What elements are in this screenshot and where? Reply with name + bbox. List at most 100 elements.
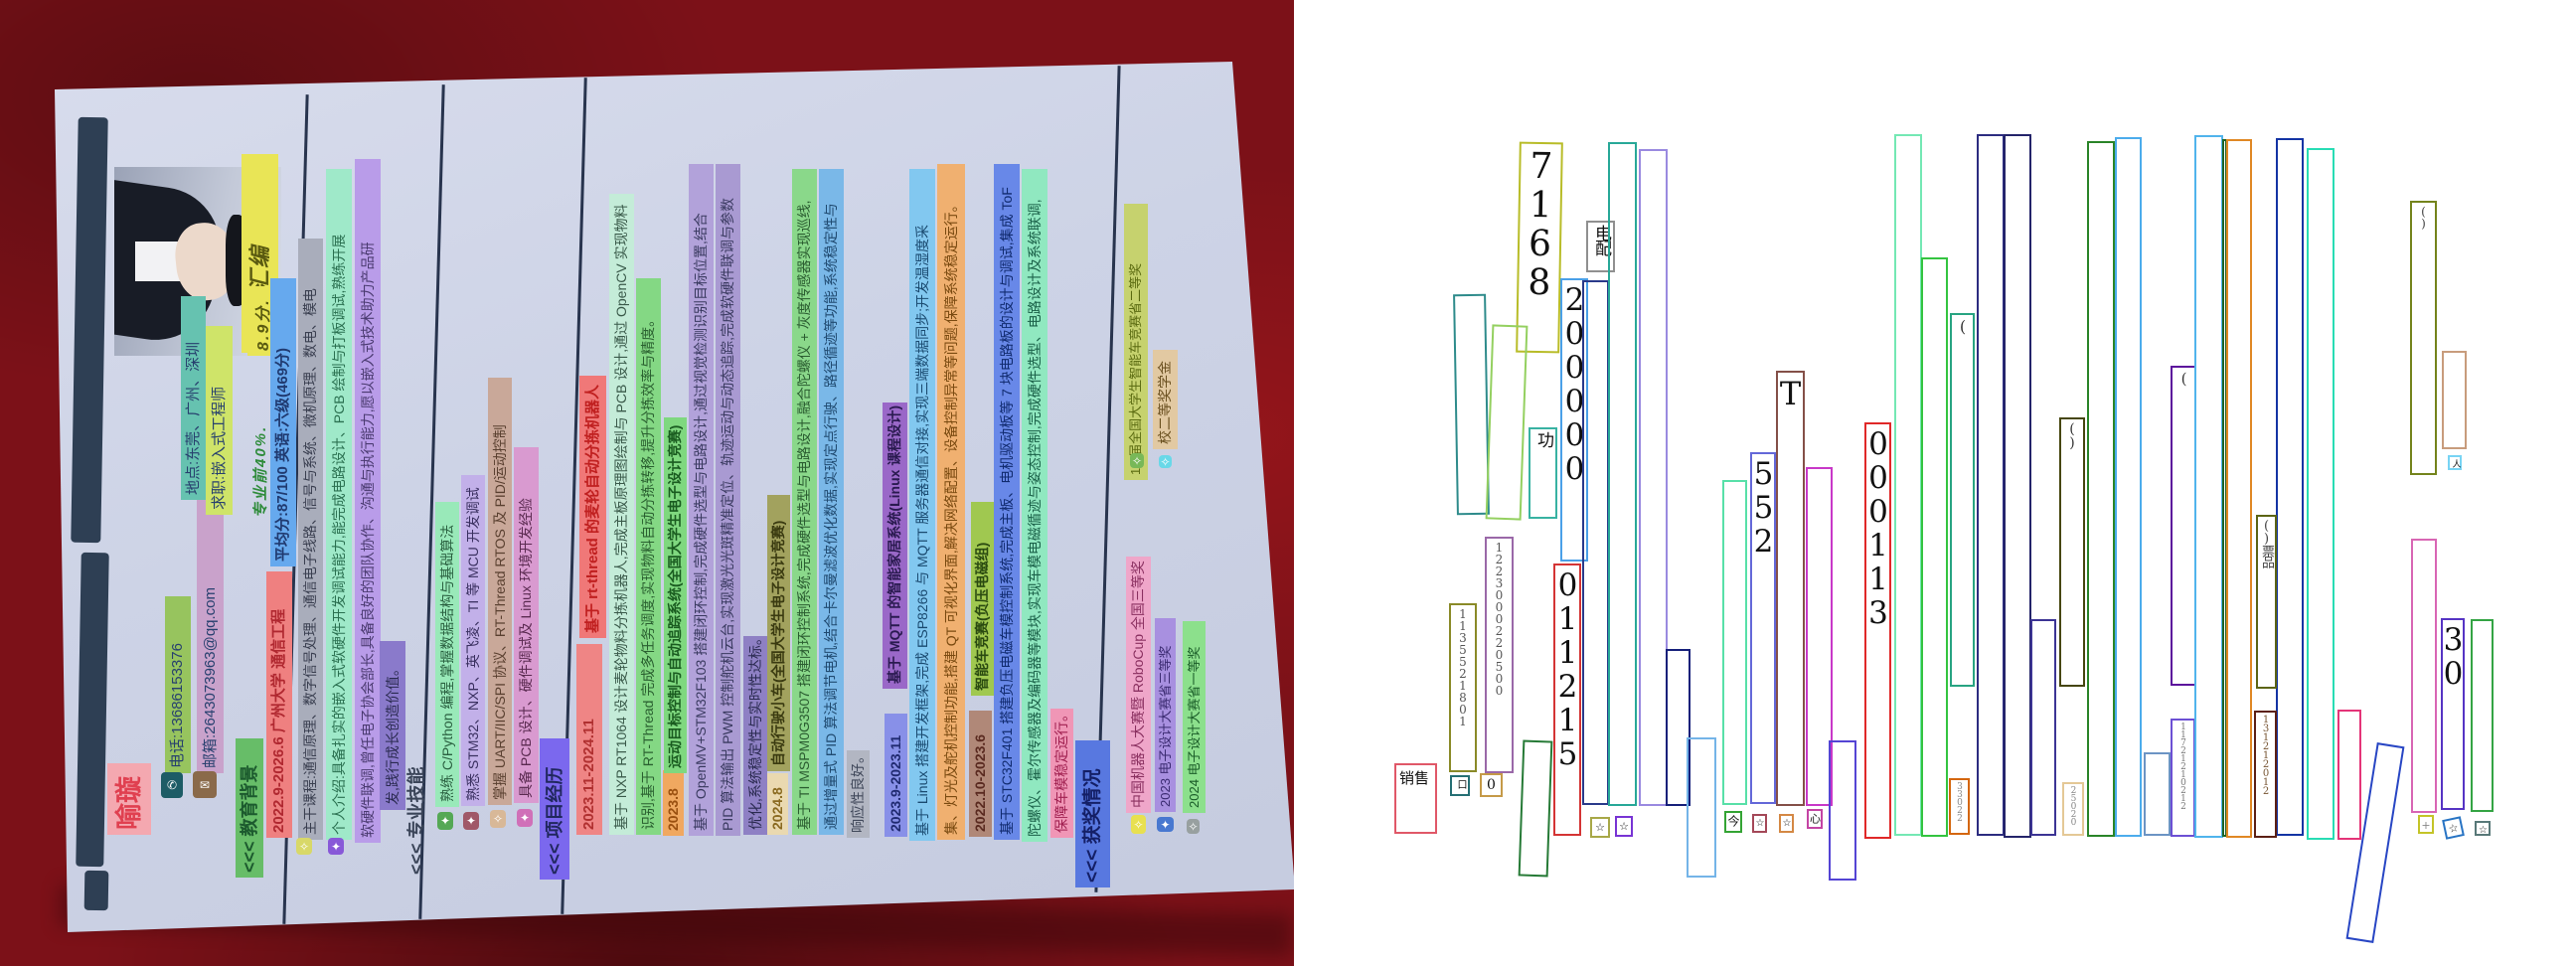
resume-bar-job-line: 求职:嵌入式工程师 [206,326,233,515]
resume-bar-text: 2023.8 [665,788,681,831]
resume-bar-text: 平均分:87/100 英语:六级(469分) [274,347,291,562]
ocr-box-navy-tall [1582,280,1609,805]
ocr-text: 销售 [1399,769,1430,787]
ocr-box-kou: 口 [1450,775,1470,796]
ocr-box-olive2: () [2410,201,2437,475]
ocr-text: () [2064,421,2080,449]
bullet-skill1-icon: ✦ [437,812,453,830]
resume-bar-email-line: 邮箱:2643073963@qq.com [197,485,224,773]
resume-bar-text: 基于 NXP RT1064 设计麦轮物料分拣机器人,完成主板原理图绘制与 PCB… [613,204,629,830]
ocr-box-sky2 [2194,135,2223,838]
ocr-text: ( [2174,370,2193,386]
resume-bar-text: 保障车模稳定运行。 [1053,708,1069,833]
resume-bar-edu-intro-2: 软硬件联调,曾任电子协会部长,具备良好的团队协作、沟通与执行能力,愿以嵌入式技术… [355,159,381,843]
resume-bar-p2-line-1: 基于 OpenMV+STM32F103 搭建闭环控制,完成硬件选型与电路设计,通… [689,164,714,836]
resume-bar-text: 2022.9-2026.6 广州大学 通信工程 [270,608,287,833]
ocr-box-011215: 011215 [1549,564,1586,836]
resume-bar-award-3: 2024 电子设计大赛省一等奖 [1183,621,1206,813]
resume-bar-p3-line-2: 通过增量式 PID 算法调节电机,结合卡尔曼滤波优化数据,实现定点行驶、路径循迹… [819,169,844,835]
ocr-box-piaopin: ()票品 [2256,515,2277,689]
resume-bar-text: 基于 MQTT 的智能家居系统(Linux 课程设计) [886,405,902,684]
resume-bar-text: 2023.9-2023.11 [887,734,903,832]
ocr-text: 25020 [2068,786,2079,826]
resume-bar-text: 基于 TI MSPM0G3507 搭建闭环控制系统,完成硬件选型与电路设计,融合… [796,200,812,830]
resume-bar-p2-date: 2023.8 [663,770,684,836]
ocr-box-200000: 200000 [1556,278,1593,562]
resume-bar-text: 基于 Linux 搭建开发框架,完成 ESP8266 与 MQTT 服务器通信对… [914,224,930,836]
ocr-box-magenta [1806,467,1833,806]
ocr-text: 30 [2435,622,2472,690]
resume-bar-text: 陀螺仪、霍尔传感器及编码器等模块,实现车模电磁循迹与姿态控制,完成硬件选型、电路… [1027,199,1043,837]
ocr-text: ☆ [1781,818,1793,827]
resume-bar-text: 基于 STC32F401 搭建负压电磁车模控制系统,完成主板、电机驱动板等 7 … [999,187,1015,835]
resume-bar-text: 熟练 C/Python 编程,掌握数据结构与基础算法 [439,524,455,802]
resume-bar-text: 具备 PCB 设计、硬件调试及 Linux 环境开发经验 [518,498,534,798]
ocr-box-star-gray: ☆ [2475,821,2491,836]
resume-bar-p4-line-1: 基于 Linux 搭建开发框架,完成 ESP8266 与 MQTT 服务器通信对… [909,169,935,841]
resume-bar-text: 主干课程:通信原理、数字信号处理、通信电子线路、信号与系统、微机原理、数电、模电 [302,288,318,835]
ocr-box-pink-tall [2411,539,2437,813]
ocr-text: 11721210212 [2178,723,2188,810]
resume-bar-p5-date: 2022.10-2023.6 [969,711,992,837]
email-icon: ✉ [193,771,217,798]
resume-bar-text: 电话:13686153376 [169,643,186,768]
resume-bar-text: 软硬件联调,曾任电子协会部长,具备良好的团队协作、沟通与执行能力,愿以嵌入式技术… [360,242,376,838]
ocr-box-steelblue [2144,752,2171,836]
resume-bar-text: PID 算法输出 PWM 控制舵机云台,实现激光光斑精准定位、轨迹运动与动态追踪… [720,198,735,831]
resume-bar-text: 自动行驶小车(全国大学生电子设计竞赛) [770,520,786,766]
ocr-box-dianpei: 电配 [1586,221,1615,272]
ocr-box-orange1 [2226,139,2252,838]
ocr-box-ren: 人 [2448,455,2462,470]
ocr-box-purpleparen: ( [2171,366,2196,686]
ocr-box-teal-tall [1608,142,1637,806]
resume-bar-edu-header: <<< 教育背景 [236,738,263,878]
ocr-box-xin: 心 [1807,809,1823,829]
resume-bar-skill-3: 掌握 UART/IIC/SPI 协议、RT-Thread RTOS 及 PID/… [488,378,512,805]
resume-bar-text: 集、灯光及舵机控制功能,搭建 QT 可视化界面,解决网络配置、设备控制异常等问题… [943,198,959,835]
ocr-box-indigo-small [2030,619,2056,836]
ocr-text: 000113 [1860,426,1896,629]
resume-bar-p5-line-1: 基于 STC32F401 搭建负压电磁车模控制系统,完成主板、电机驱动板等 7 … [994,164,1020,840]
ocr-text: 011215 [1549,567,1586,770]
resume-bar-edu-courses: 主干课程:通信原理、数字信号处理、通信电子线路、信号与系统、微机原理、数电、模电 [298,239,323,840]
ocr-text: 0 [1483,777,1500,791]
ocr-box-darkteal [1453,293,1490,516]
resume-bar-text: 地点:东莞、广州、深圳 [185,341,202,495]
resume-bar-p4-line-2: 集、灯光及舵机控制功能,搭建 QT 可视化界面,解决网络配置、设备控制异常等问题… [937,164,965,840]
ocr-box-green4 [2471,619,2494,812]
ocr-box-plus: + [2418,815,2434,834]
resume-bar-text: 识别,基于 RT-Thread 完成多任务调度,实现物料自动分拣转移,提升分拣效… [640,312,656,830]
ocr-box-T: T [1772,371,1810,806]
resume-bar-edu-score: 平均分:87/100 英语:六级(469分) [270,278,296,566]
phone-icon: ✆ [161,772,183,798]
ocr-box-mint2 [1894,134,1922,836]
resume-bar-p1-title: 基于 rt-thread 的麦轮自动分拣机器人 [579,376,606,638]
ocr-text: ☆ [1754,818,1766,827]
resume-bar-p4-title: 基于 MQTT 的智能家居系统(Linux 课程设计) [883,402,907,689]
ocr-text: 200000 [1556,282,1593,485]
ocr-box-lightblue [1687,737,1716,878]
ocr-box-gong: 功 [1529,427,1557,519]
resume-bar-award-5: 校二等奖学金 [1153,350,1178,449]
resume-bar-edu-intro-1: 个人介绍:具备扎实的嵌入式软硬件开发调试能力,能完成电路设计、PCB 绘制与打板… [326,169,352,840]
bullet-award1-icon: ✧ [1131,815,1146,834]
resume-bar-p5-line-2: 陀螺仪、霍尔传感器及编码器等模块,实现车模电磁循迹与姿态控制,完成硬件选型、电路… [1022,169,1047,842]
ocr-text: ( [1953,317,1973,334]
ocr-box-lightgreen [1485,324,1529,521]
ocr-text: 1223000220500 [1492,541,1507,696]
ocr-box-000113: 000113 [1860,422,1896,839]
resume-bar-text: 18 届全国大学生智能车竞赛省二等奖 [1128,262,1143,475]
resume-bar-p3-line-1: 基于 TI MSPM0G3507 搭建闭环控制系统,完成硬件选型与电路设计,融合… [792,169,817,835]
ocr-text: 552 [1745,456,1782,558]
ocr-text: 1135521801 [1456,607,1470,726]
ocr-text: () [2416,205,2431,229]
bullet-award4-icon: ✧ [1130,453,1144,468]
resume-bar-text: 基于 OpenMV+STM32F103 搭建闭环控制,完成硬件选型与电路设计,通… [693,213,709,831]
ocr-box-indigoA [1977,134,2005,836]
ocr-box-star-orange: ☆ [1779,814,1794,833]
resume-bar-text: 个人介绍:具备扎实的嵌入式软硬件开发调试能力,能完成电路设计、PCB 绘制与打板… [331,234,347,835]
resume-bar-p3-line-3: 响应性良好。 [847,749,870,838]
ocr-panel: 7168 电配 200000 功 1135521801 1223000220500 销售口 0… [1294,0,2576,966]
resume-bar-text: 通过增量式 PID 算法调节电机,结合卡尔曼滤波优化数据,实现定点行驶、路径循迹… [823,203,839,830]
ocr-box-crimson [2337,710,2361,840]
